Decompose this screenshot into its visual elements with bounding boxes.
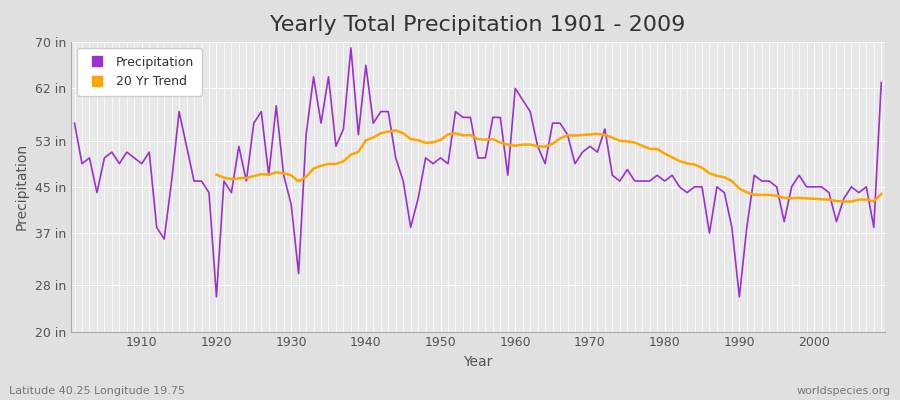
Y-axis label: Precipitation: Precipitation (15, 143, 29, 230)
Text: worldspecies.org: worldspecies.org (796, 386, 891, 396)
X-axis label: Year: Year (464, 355, 492, 369)
Title: Yearly Total Precipitation 1901 - 2009: Yearly Total Precipitation 1901 - 2009 (270, 15, 686, 35)
Text: Latitude 40.25 Longitude 19.75: Latitude 40.25 Longitude 19.75 (9, 386, 185, 396)
Legend: Precipitation, 20 Yr Trend: Precipitation, 20 Yr Trend (77, 48, 202, 96)
